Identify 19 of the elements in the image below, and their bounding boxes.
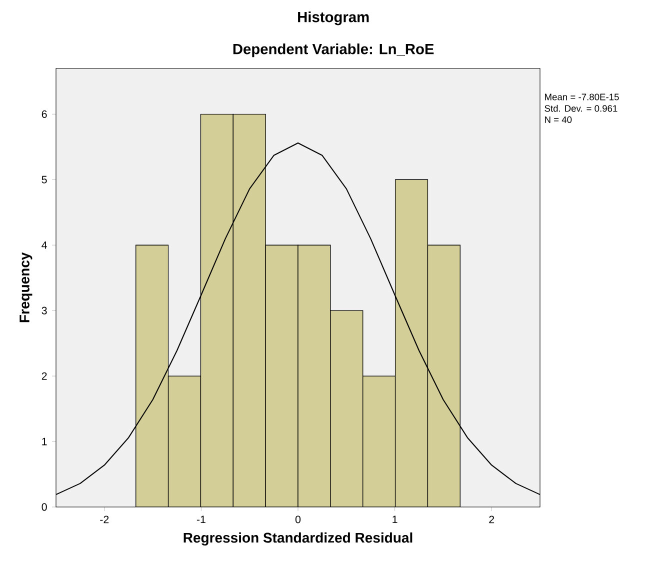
x-axis-title: Regression Standardized Residual (184, 532, 412, 546)
x-tick-label: 0 (295, 516, 301, 524)
x-tick-label: -2 (100, 516, 109, 524)
chart-subtitle: Dependent Variable: Ln_RoE (233, 44, 434, 58)
x-tick-label: -1 (196, 516, 206, 524)
y-tick-label: 0 (42, 503, 47, 511)
x-tick-label: 1 (392, 516, 398, 524)
y-axis-title: Frequency (20, 252, 32, 322)
y-tick-label: 5 (42, 176, 47, 184)
y-tick-label: 6 (42, 110, 47, 118)
text: N = 40 (545, 116, 572, 123)
x-tick-label: 2 (489, 516, 494, 524)
text: Mean = -7.80E-15 (545, 94, 619, 100)
y-tick-label: 1 (42, 438, 47, 446)
chart-title: Histogram (298, 11, 369, 26)
y-tick-label: 3 (42, 306, 47, 314)
y-tick-label: 2 (42, 372, 47, 380)
text: Std. Dev. = 0.961 (544, 104, 618, 112)
y-tick-label: 4 (42, 241, 47, 249)
